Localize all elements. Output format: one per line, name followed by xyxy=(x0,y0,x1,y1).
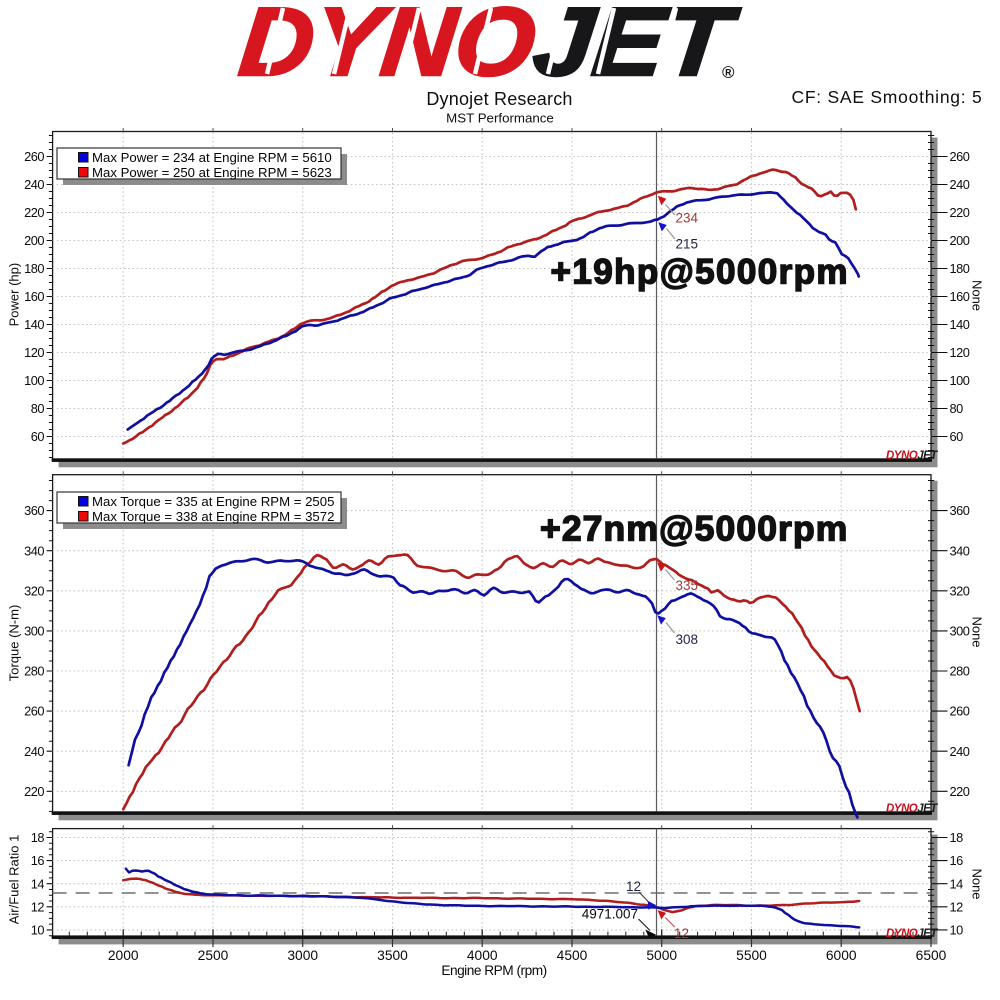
svg-text:+19hp@5000rpm: +19hp@5000rpm xyxy=(551,253,849,292)
svg-text:6000: 6000 xyxy=(826,948,857,963)
svg-text:220: 220 xyxy=(950,205,970,220)
svg-text:16: 16 xyxy=(950,853,964,868)
svg-text:260: 260 xyxy=(24,704,44,719)
svg-text:18: 18 xyxy=(31,830,45,845)
svg-text:4500: 4500 xyxy=(557,948,588,963)
svg-text:220: 220 xyxy=(24,784,44,799)
svg-text:10: 10 xyxy=(31,923,45,938)
svg-text:240: 240 xyxy=(24,177,44,192)
svg-text:MST Performance: MST Performance xyxy=(446,111,554,126)
svg-text:180: 180 xyxy=(24,261,44,276)
svg-text:DYNOJET: DYNOJET xyxy=(886,928,938,940)
svg-text:360: 360 xyxy=(24,503,44,518)
svg-text:200: 200 xyxy=(24,233,44,248)
svg-text:None: None xyxy=(970,280,985,311)
svg-text:5500: 5500 xyxy=(736,948,767,963)
svg-text:Engine RPM (rpm): Engine RPM (rpm) xyxy=(441,963,546,978)
svg-text:300: 300 xyxy=(950,624,970,639)
svg-text:DYNOJET: DYNOJET xyxy=(886,450,938,462)
svg-text:120: 120 xyxy=(950,345,970,360)
svg-text:260: 260 xyxy=(950,149,970,164)
svg-text:14: 14 xyxy=(31,876,45,891)
svg-text:320: 320 xyxy=(24,583,44,598)
svg-text:140: 140 xyxy=(24,317,44,332)
svg-text:215: 215 xyxy=(676,237,699,252)
svg-text:None: None xyxy=(970,868,985,899)
svg-text:Power (hp): Power (hp) xyxy=(7,263,22,327)
svg-text:308: 308 xyxy=(676,632,699,647)
svg-text:240: 240 xyxy=(24,744,44,759)
svg-text:260: 260 xyxy=(24,149,44,164)
svg-text:Air/Fuel Ratio 1: Air/Fuel Ratio 1 xyxy=(7,835,22,925)
svg-text:360: 360 xyxy=(950,503,970,518)
svg-text:Max Torque = 335 at Engine RPM: Max Torque = 335 at Engine RPM = 2505 xyxy=(92,494,334,509)
svg-text:234: 234 xyxy=(676,211,699,226)
svg-text:Max Torque = 338 at Engine RPM: Max Torque = 338 at Engine RPM = 3572 xyxy=(92,509,334,524)
svg-text:12: 12 xyxy=(674,926,689,941)
svg-text:3500: 3500 xyxy=(377,948,408,963)
svg-text:280: 280 xyxy=(950,664,970,679)
svg-text:260: 260 xyxy=(950,704,970,719)
svg-text:320: 320 xyxy=(950,583,970,598)
svg-text:100: 100 xyxy=(950,373,970,388)
svg-text:CF: SAE Smoothing: 5: CF: SAE Smoothing: 5 xyxy=(791,87,982,107)
svg-text:160: 160 xyxy=(24,289,44,304)
svg-text:4000: 4000 xyxy=(467,948,498,963)
svg-text:+27nm@5000rpm: +27nm@5000rpm xyxy=(540,509,848,549)
svg-text:160: 160 xyxy=(950,289,970,304)
svg-text:Torque (N-m): Torque (N-m) xyxy=(7,605,22,682)
svg-text:®: ® xyxy=(722,63,735,82)
svg-text:12: 12 xyxy=(626,879,641,894)
svg-text:340: 340 xyxy=(950,543,970,558)
svg-text:6500: 6500 xyxy=(916,948,947,963)
svg-text:12: 12 xyxy=(31,899,45,914)
svg-text:10: 10 xyxy=(950,923,964,938)
svg-text:280: 280 xyxy=(24,664,44,679)
svg-text:None: None xyxy=(970,616,985,647)
svg-text:340: 340 xyxy=(24,543,44,558)
svg-text:335: 335 xyxy=(676,578,699,593)
svg-text:220: 220 xyxy=(24,205,44,220)
svg-text:Dynojet Research: Dynojet Research xyxy=(426,89,572,109)
svg-text:Max Power = 250 at Engine RPM: Max Power = 250 at Engine RPM = 5623 xyxy=(92,165,332,180)
svg-text:3000: 3000 xyxy=(287,948,318,963)
svg-text:16: 16 xyxy=(31,853,45,868)
svg-text:240: 240 xyxy=(950,744,970,759)
svg-text:100: 100 xyxy=(24,373,44,388)
svg-text:140: 140 xyxy=(950,317,970,332)
svg-text:180: 180 xyxy=(950,261,970,276)
svg-text:2500: 2500 xyxy=(198,948,229,963)
svg-text:14: 14 xyxy=(950,876,964,891)
svg-text:Max Power = 234 at Engine RPM: Max Power = 234 at Engine RPM = 5610 xyxy=(92,150,332,165)
svg-text:5000: 5000 xyxy=(646,948,677,963)
svg-text:240: 240 xyxy=(950,177,970,192)
svg-text:60: 60 xyxy=(31,429,45,444)
svg-text:DYNOJET: DYNOJET xyxy=(886,803,938,815)
svg-text:200: 200 xyxy=(950,233,970,248)
svg-text:80: 80 xyxy=(950,401,964,416)
svg-text:220: 220 xyxy=(950,784,970,799)
svg-text:12: 12 xyxy=(950,899,964,914)
svg-text:4971.007: 4971.007 xyxy=(582,907,638,922)
svg-text:120: 120 xyxy=(24,345,44,360)
svg-text:80: 80 xyxy=(31,401,45,416)
svg-text:18: 18 xyxy=(950,830,964,845)
svg-text:2000: 2000 xyxy=(108,948,139,963)
svg-text:300: 300 xyxy=(24,624,44,639)
svg-text:60: 60 xyxy=(950,429,964,444)
